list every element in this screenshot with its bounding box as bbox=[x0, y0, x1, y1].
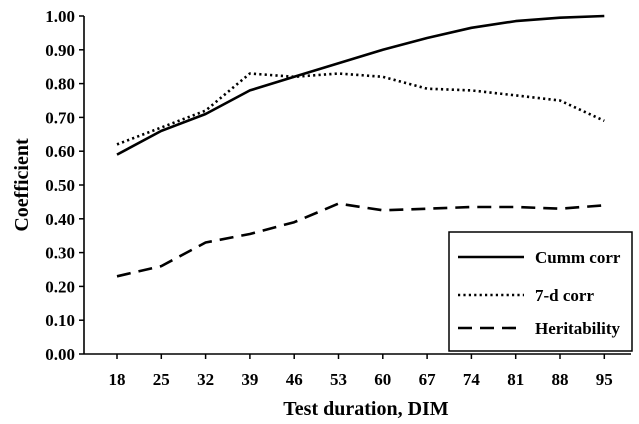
legend: Cumm corr 7-d corr Heritability bbox=[448, 231, 633, 352]
y-tick-label: 0.30 bbox=[45, 244, 75, 263]
x-tick-label: 74 bbox=[463, 370, 481, 389]
x-tick-label: 32 bbox=[197, 370, 214, 389]
x-tick-label: 60 bbox=[374, 370, 391, 389]
y-tick-label: 0.00 bbox=[45, 345, 75, 364]
legend-label-7d-corr: 7-d corr bbox=[535, 286, 594, 305]
y-tick-label: 0.50 bbox=[45, 176, 75, 195]
y-tick-label: 0.80 bbox=[45, 75, 75, 94]
x-tick-label: 53 bbox=[330, 370, 347, 389]
y-ticks: 0.00 0.10 0.20 0.30 0.40 0.50 0.60 0.70 0.80 0.90… bbox=[45, 7, 84, 364]
series-lines bbox=[116, 14, 605, 278]
x-tick-label: 67 bbox=[419, 370, 437, 389]
y-tick-label: 0.90 bbox=[45, 41, 75, 60]
x-tick-label: 88 bbox=[552, 370, 569, 389]
series-line-heritability bbox=[116, 202, 605, 278]
x-tick-label: 25 bbox=[153, 370, 170, 389]
series-line-7-d-corr bbox=[116, 72, 605, 146]
y-tick-label: 0.60 bbox=[45, 142, 75, 161]
legend-label-heritability: Heritability bbox=[535, 319, 620, 338]
legend-label-cumm-corr: Cumm corr bbox=[535, 248, 621, 267]
y-tick-label: 0.20 bbox=[45, 277, 75, 296]
x-ticks: 18 25 32 39 46 53 60 67 74 81 88 95 bbox=[109, 354, 613, 389]
x-axis-title: Test duration, DIM bbox=[283, 398, 449, 420]
x-tick-label: 95 bbox=[596, 370, 613, 389]
y-tick-label: 1.00 bbox=[45, 7, 75, 26]
y-tick-label: 0.40 bbox=[45, 210, 75, 229]
x-tick-label: 46 bbox=[286, 370, 303, 389]
y-tick-label: 0.70 bbox=[45, 108, 75, 127]
x-tick-label: 39 bbox=[241, 370, 258, 389]
x-tick-label: 18 bbox=[109, 370, 126, 389]
y-axis-title: Coefficient bbox=[11, 138, 33, 232]
legend-box bbox=[448, 231, 633, 352]
y-tick-label: 0.10 bbox=[45, 311, 75, 330]
x-tick-label: 81 bbox=[507, 370, 524, 389]
series-line-cumm-corr bbox=[116, 14, 605, 156]
